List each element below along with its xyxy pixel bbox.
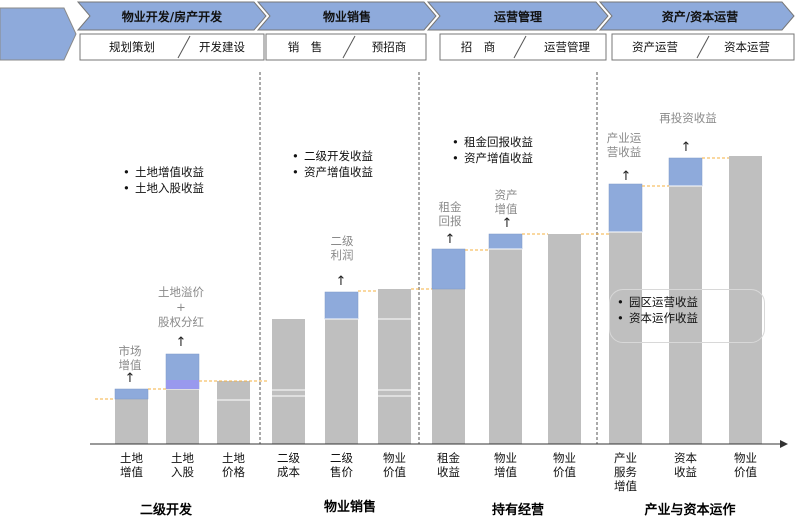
phase-1-title: 物业开发/房产开发 bbox=[122, 9, 223, 24]
note-land-1: 土地增值收益 bbox=[135, 165, 204, 179]
bar-increment-8 bbox=[489, 234, 522, 249]
caption-asset: 资产 增值 bbox=[488, 188, 524, 216]
up-arrow-icon: ↑ bbox=[500, 217, 514, 231]
up-arrow-icon: ↑ bbox=[123, 372, 137, 386]
section-title-1: 二级开发 bbox=[126, 499, 206, 518]
bar-base-5 bbox=[325, 319, 358, 444]
phase-4-sub-2: 资本运营 bbox=[724, 40, 770, 54]
section-title-3: 持有经营 bbox=[478, 499, 558, 518]
phase-2-title: 物业销售 bbox=[323, 9, 371, 24]
phase-4-sub-1: 资产运营 bbox=[632, 40, 678, 54]
x-label-11: 资本 收益 bbox=[666, 451, 706, 479]
bar-increment-10 bbox=[609, 184, 642, 232]
note-hold-2: 资产增值收益 bbox=[464, 151, 533, 165]
x-label-10: 产业 服务 增值 bbox=[606, 451, 646, 493]
bar-base-8 bbox=[489, 249, 522, 444]
phase-1-sub-1: 规划策划 bbox=[109, 40, 155, 54]
bar-base-2 bbox=[166, 389, 199, 444]
phase-2-sub-2: 预招商 bbox=[372, 40, 407, 54]
bar-increment-band bbox=[166, 380, 199, 389]
note-land-2: 土地入股收益 bbox=[135, 181, 204, 195]
x-label-2: 土地 入股 bbox=[163, 451, 203, 479]
bar-base-3 bbox=[217, 381, 250, 444]
caption-market: 市场 增值 bbox=[112, 344, 148, 372]
x-label-7: 租金 收益 bbox=[429, 451, 469, 479]
note-park-2: 资本运作收益 bbox=[629, 311, 698, 325]
x-label-3: 土地 价格 bbox=[214, 451, 254, 479]
value-chain-chart bbox=[0, 66, 798, 466]
bar-base-6 bbox=[378, 289, 411, 444]
caption-premium: 土地溢价 + 股权分红 bbox=[150, 285, 212, 330]
x-label-8: 物业 增值 bbox=[486, 451, 526, 479]
note-park: • 园区运营收益 • 资本运作收益 bbox=[617, 294, 698, 326]
caption-rent: 租金 回报 bbox=[432, 200, 468, 228]
note-hold-1: 租金回报收益 bbox=[464, 135, 533, 149]
caption-reinvest: 再投资收益 bbox=[652, 111, 724, 125]
bar-base-4 bbox=[272, 319, 305, 444]
caption-industry: 产业运 营收益 bbox=[598, 131, 650, 159]
phase-1-sub-2: 开发建设 bbox=[199, 40, 245, 54]
bar-increment-7 bbox=[432, 249, 465, 289]
x-label-6: 物业 价值 bbox=[375, 451, 415, 479]
bar-base-7 bbox=[432, 289, 465, 444]
start-arrow bbox=[0, 8, 76, 60]
up-arrow-icon: ↑ bbox=[334, 275, 348, 289]
note-sales: • 二级开发收益 • 资产增值收益 bbox=[292, 148, 373, 180]
caption-profit2: 二级 利润 bbox=[324, 234, 360, 262]
phase-2-sub-1: 销 售 bbox=[288, 40, 323, 54]
note-sales-1: 二级开发收益 bbox=[304, 149, 373, 163]
note-hold: • 租金回报收益 • 资产增值收益 bbox=[452, 134, 533, 166]
section-title-2: 物业销售 bbox=[310, 496, 390, 515]
phase-3-sub-2: 运营管理 bbox=[544, 40, 590, 54]
process-header: 物业开发/房产开发 物业销售 运营管理 资产/资本运营 规划策划 开发建设 销 … bbox=[0, 0, 798, 66]
up-arrow-icon: ↑ bbox=[174, 336, 188, 350]
x-axis-arrowhead bbox=[780, 440, 788, 448]
bar-base-1 bbox=[115, 399, 148, 444]
x-label-4: 二级 成本 bbox=[269, 451, 309, 479]
bar-base-9 bbox=[548, 234, 581, 444]
phase-3-sub-1: 招 商 bbox=[461, 40, 496, 54]
phase-3-title: 运营管理 bbox=[494, 9, 542, 24]
x-label-9: 物业 价值 bbox=[545, 451, 585, 479]
bar-increment-1 bbox=[115, 389, 148, 399]
up-arrow-icon: ↑ bbox=[619, 170, 633, 184]
bar-increment-11 bbox=[669, 158, 702, 186]
x-label-12: 物业 价值 bbox=[726, 451, 766, 479]
section-title-4: 产业与资本运作 bbox=[630, 499, 750, 518]
phase-4-title: 资产/资本运营 bbox=[662, 9, 738, 24]
bar-increment-5 bbox=[325, 292, 358, 319]
note-land: • 土地增值收益 • 土地入股收益 bbox=[123, 164, 204, 196]
note-park-1: 园区运营收益 bbox=[629, 295, 698, 309]
x-label-1: 土地 增值 bbox=[112, 451, 152, 479]
note-sales-2: 资产增值收益 bbox=[304, 165, 373, 179]
x-label-5: 二级 售价 bbox=[322, 451, 362, 479]
up-arrow-icon: ↑ bbox=[679, 141, 693, 155]
up-arrow-icon: ↑ bbox=[443, 233, 457, 247]
